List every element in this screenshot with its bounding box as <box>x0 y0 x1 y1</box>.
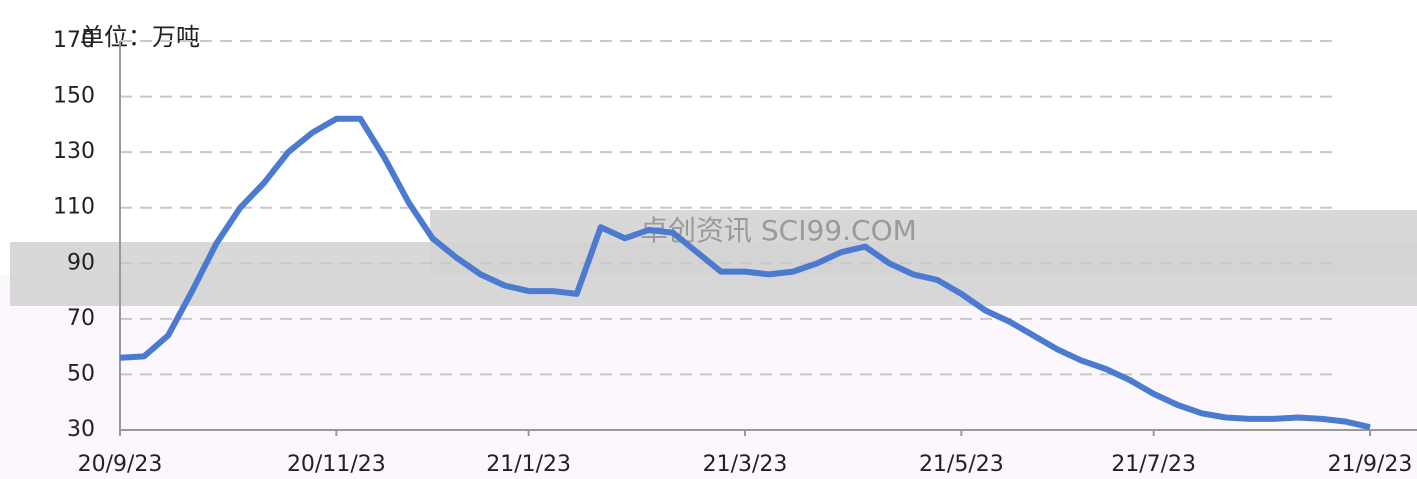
x-tick-label: 21/9/23 <box>1328 452 1413 477</box>
unit-label: 单位：万吨 <box>80 23 200 51</box>
x-tick-label: 21/7/23 <box>1111 452 1196 477</box>
y-tick-label: 110 <box>53 195 95 220</box>
x-tick-label: 20/11/23 <box>287 452 386 477</box>
y-tick-label: 70 <box>67 306 95 331</box>
x-tick-label: 21/5/23 <box>919 452 1004 477</box>
background <box>0 275 1417 479</box>
x-tick-label: 21/3/23 <box>703 452 788 477</box>
overlay-band <box>430 210 1417 274</box>
y-tick-label: 170 <box>53 28 95 53</box>
y-tick-label: 150 <box>53 84 95 109</box>
y-tick-label: 130 <box>53 139 95 164</box>
x-tick-label: 20/9/23 <box>78 452 163 477</box>
y-tick-label: 30 <box>67 417 95 442</box>
x-tick-label: 21/1/23 <box>486 452 571 477</box>
y-tick-label: 90 <box>67 250 95 275</box>
y-tick-label: 50 <box>67 361 95 386</box>
series-line <box>119 115 1371 431</box>
